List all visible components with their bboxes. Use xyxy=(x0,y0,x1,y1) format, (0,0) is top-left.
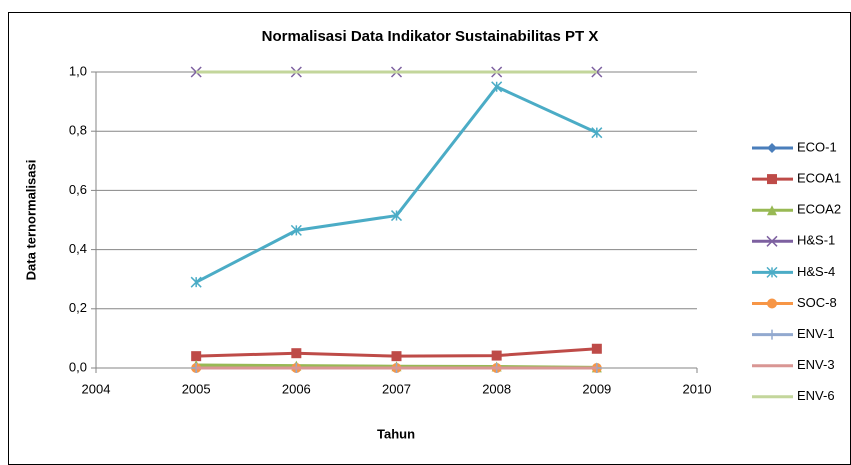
x-tick-label: 2005 xyxy=(182,381,211,396)
y-tick-label: 0,2 xyxy=(69,300,87,315)
y-tick-label: 0,6 xyxy=(69,182,87,197)
marker xyxy=(767,174,777,185)
x-tick-label: 2009 xyxy=(582,381,611,396)
legend-label: ENV-3 xyxy=(797,357,835,372)
x-tick-label: 2007 xyxy=(382,381,411,396)
marker xyxy=(766,235,778,247)
y-tick-label: 1,0 xyxy=(69,63,87,78)
marker xyxy=(767,205,777,216)
y-tick-label: 0,8 xyxy=(69,123,87,138)
marker xyxy=(591,343,602,354)
marker xyxy=(291,348,302,359)
x-axis-label: Tahun xyxy=(377,426,415,441)
marker xyxy=(290,224,302,236)
marker xyxy=(191,351,202,362)
marker xyxy=(491,350,502,361)
legend-label: ECOA2 xyxy=(797,202,841,217)
marker xyxy=(591,127,603,139)
marker xyxy=(390,210,403,222)
chart-frame xyxy=(8,12,851,465)
legend-label: ECOA1 xyxy=(797,171,841,186)
legend-label: ENV-1 xyxy=(797,326,835,341)
y-tick-label: 0,0 xyxy=(69,359,87,374)
marker xyxy=(766,266,778,278)
legend-label: H&S-4 xyxy=(797,264,835,279)
y-axis-label: Data ternormalisasi xyxy=(23,160,38,281)
marker xyxy=(190,276,202,288)
marker xyxy=(767,143,777,153)
marker xyxy=(767,329,777,340)
x-tick-label: 2008 xyxy=(482,381,511,396)
x-tick-label: 2006 xyxy=(282,381,311,396)
legend-label: H&S-1 xyxy=(797,233,835,248)
y-tick-label: 0,4 xyxy=(69,241,87,256)
chart-title: Normalisasi Data Indikator Sustainabilit… xyxy=(262,28,599,45)
marker xyxy=(767,298,777,309)
x-tick-label: 2004 xyxy=(82,381,111,396)
marker xyxy=(491,81,503,93)
x-tick-label: 2010 xyxy=(683,381,712,396)
legend-label: ENV-6 xyxy=(797,388,835,403)
legend-label: SOC-8 xyxy=(797,295,837,310)
legend-label: ECO-1 xyxy=(797,139,837,154)
marker xyxy=(391,351,402,362)
